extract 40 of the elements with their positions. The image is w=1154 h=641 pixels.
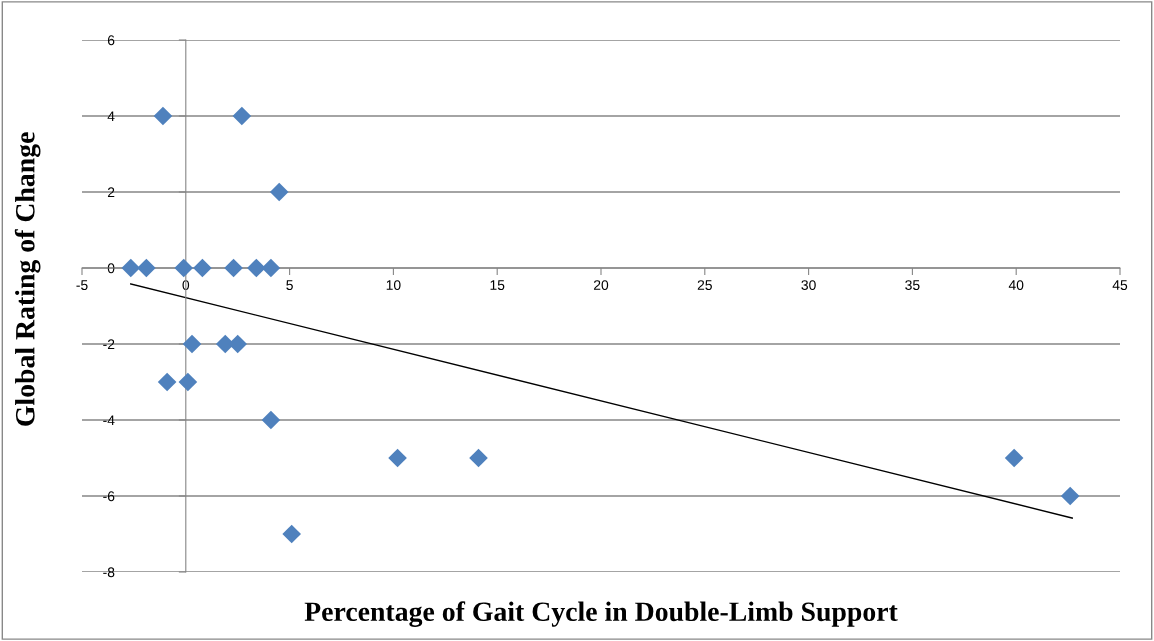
- point: [1004, 448, 1024, 468]
- y-axis-title: Global Rating of Change: [14, 132, 41, 426]
- y-tick-label: -2: [103, 339, 115, 350]
- point: [1060, 486, 1080, 506]
- point: [388, 448, 407, 468]
- point: [232, 106, 252, 126]
- x-axis-title: Percentage of Gait Cycle in Double-Limb Support: [304, 601, 898, 627]
- y-tick-label: 2: [107, 187, 115, 198]
- point: [153, 106, 173, 126]
- point: [282, 524, 301, 544]
- x-tick-label: 20: [593, 280, 609, 291]
- x-tick-label: 30: [801, 280, 816, 291]
- point: [157, 372, 177, 392]
- y-tick-label: -4: [103, 415, 115, 426]
- y-tick-label: -8: [103, 567, 115, 578]
- x-tick-label: 15: [490, 280, 505, 291]
- x-tick-label: 45: [1112, 280, 1128, 291]
- point: [174, 258, 194, 278]
- y-tick-label: -6: [103, 491, 115, 502]
- point: [261, 410, 281, 430]
- x-tick-label: 10: [386, 280, 401, 291]
- x-tick-label: 25: [697, 280, 712, 291]
- y-tick-label: 0: [107, 263, 115, 274]
- point: [182, 334, 202, 354]
- x-tick-label: 0: [182, 280, 190, 291]
- point: [121, 258, 141, 278]
- y-tick-label: 6: [107, 35, 115, 46]
- point: [261, 258, 281, 278]
- point: [193, 258, 212, 278]
- point: [224, 258, 243, 278]
- point: [469, 448, 488, 468]
- x-tick-label: 5: [286, 280, 293, 291]
- y-tick-label: 4: [107, 111, 115, 122]
- point: [178, 372, 198, 392]
- point: [228, 334, 248, 354]
- x-tick-label: 40: [1008, 280, 1024, 291]
- x-tick-label: -5: [76, 280, 88, 291]
- point: [269, 182, 289, 202]
- x-tick-label: 35: [905, 280, 920, 291]
- point: [137, 258, 156, 278]
